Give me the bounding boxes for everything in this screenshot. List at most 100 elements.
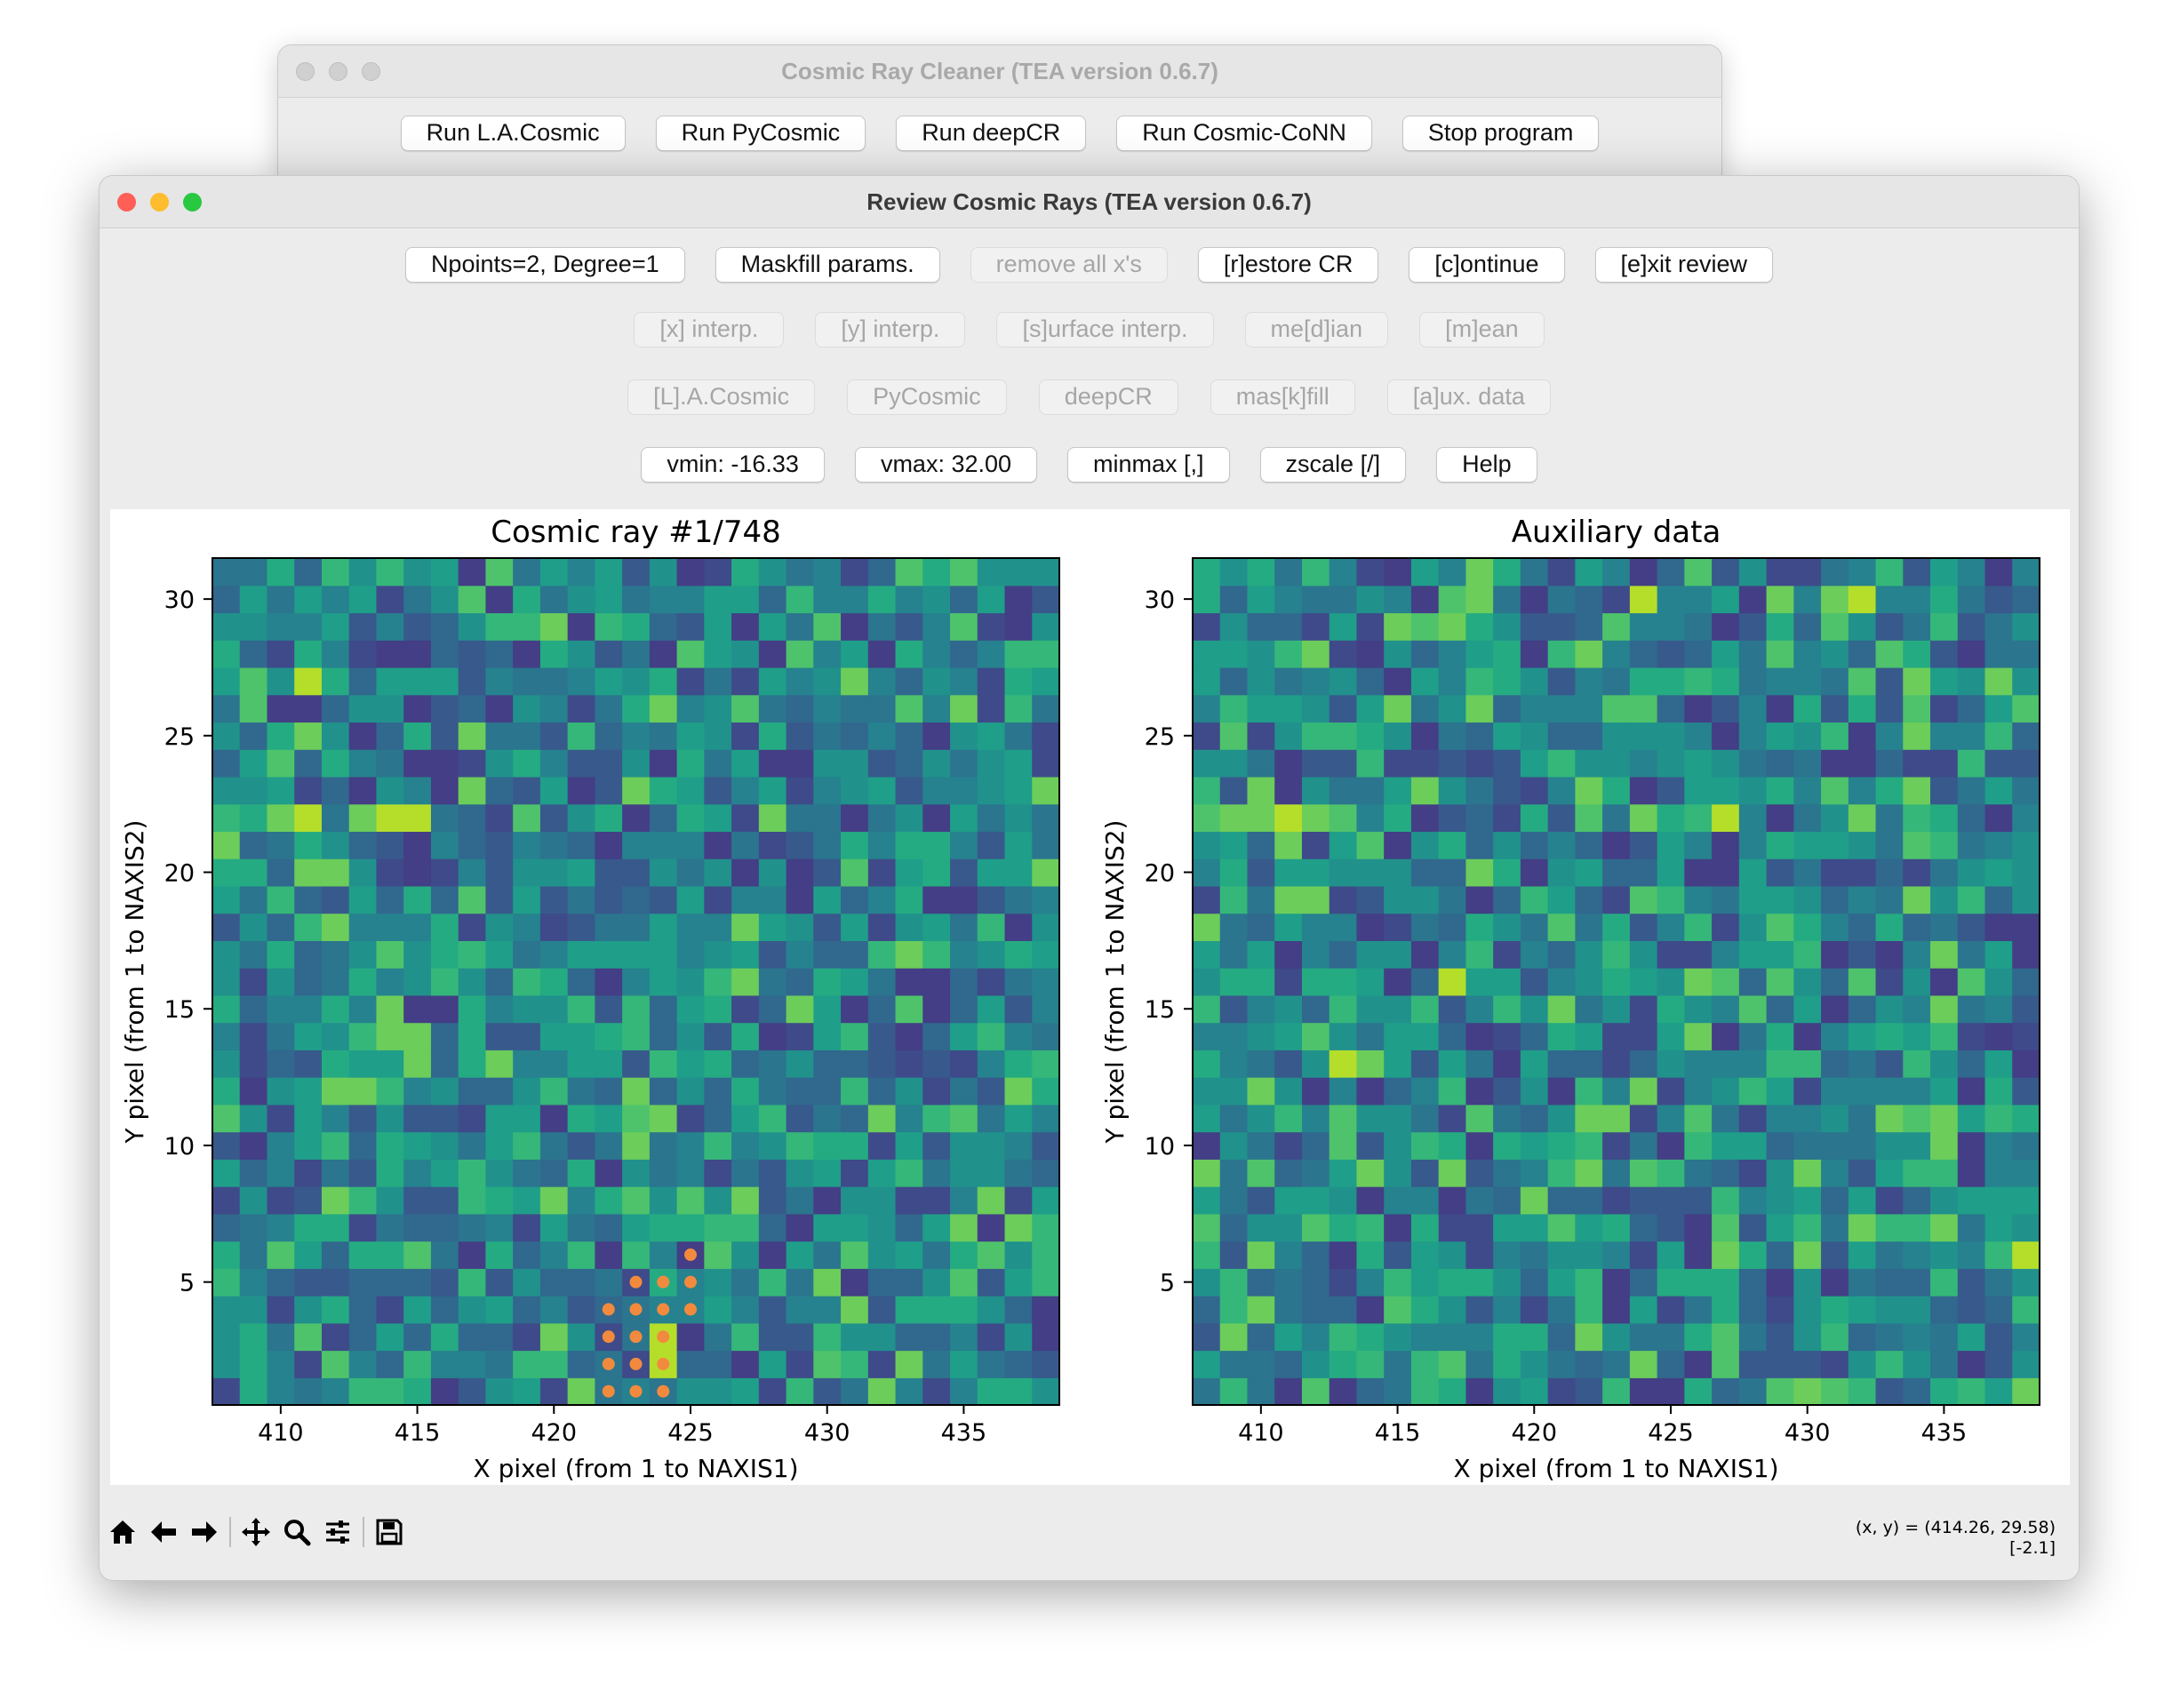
- heatmap-pixel: [376, 722, 404, 750]
- exit-review-button[interactable]: [e]xit review: [1594, 247, 1774, 283]
- run-lacosmic-button[interactable]: Run L.A.Cosmic: [400, 116, 626, 151]
- heatmap-pixel: [1684, 1241, 1713, 1269]
- heatmap-pixel: [1766, 1159, 1794, 1187]
- aux-data-button[interactable]: [a]ux. data: [1386, 379, 1551, 415]
- heatmap-pixel: [239, 1213, 268, 1242]
- cr-pixel-marker[interactable]: [683, 1248, 697, 1261]
- home-icon[interactable]: [107, 1516, 139, 1548]
- figure-canvas[interactable]: 410 415 420 425 430 435 5 10 15 20 25 30 Cosmic ray …: [110, 509, 2070, 1485]
- minmax-button[interactable]: minmax [,]: [1067, 447, 1230, 483]
- pan-icon[interactable]: [240, 1516, 272, 1548]
- heatmap-pixel: [758, 1159, 787, 1187]
- vmin-button[interactable]: vmin: -16.33: [641, 447, 825, 483]
- cr-pixel-marker[interactable]: [629, 1303, 643, 1316]
- stop-program-button[interactable]: Stop program: [1401, 116, 1600, 151]
- restore-cr-button[interactable]: [r]estore CR: [1197, 247, 1379, 283]
- heatmap-pixel: [1903, 1296, 1931, 1324]
- cr-pixel-marker[interactable]: [629, 1275, 643, 1289]
- cr-pixel-marker[interactable]: [657, 1275, 670, 1289]
- heatmap-pixel: [676, 776, 705, 805]
- cr-pixel-marker[interactable]: [683, 1303, 697, 1316]
- cr-pixel-marker[interactable]: [629, 1357, 643, 1370]
- heatmap-pixel: [895, 1377, 923, 1406]
- cr-pixel-marker[interactable]: [602, 1385, 615, 1398]
- cr-pixel-marker[interactable]: [657, 1357, 670, 1370]
- close-icon[interactable]: [296, 62, 315, 81]
- remove-all-xs-button[interactable]: remove all x's: [970, 247, 1168, 283]
- cr-pixel-marker[interactable]: [657, 1330, 670, 1344]
- heatmap-pixel: [1875, 1213, 1904, 1242]
- heatmap-pixel: [1848, 803, 1877, 833]
- minimize-icon[interactable]: [329, 62, 347, 81]
- npoints-degree-button[interactable]: Npoints=2, Degree=1: [404, 247, 685, 283]
- run-pycosmic-button[interactable]: Run PyCosmic: [655, 116, 866, 151]
- heatmap-pixel: [1821, 913, 1849, 941]
- heatmap-pixel: [430, 1296, 459, 1324]
- continue-button[interactable]: [c]ontinue: [1409, 247, 1565, 283]
- save-icon[interactable]: [373, 1516, 405, 1548]
- surface-interp-button[interactable]: [s]urface interp.: [996, 312, 1214, 347]
- close-icon[interactable]: [117, 193, 136, 212]
- cr-pixel-marker[interactable]: [602, 1330, 615, 1344]
- heatmap-pixel: [513, 585, 541, 614]
- heatmap-pixel: [867, 666, 897, 696]
- run-cosmic-conn-button[interactable]: Run Cosmic-CoNN: [1116, 116, 1372, 151]
- heatmap-pixel: [1329, 803, 1358, 833]
- heatmap-pixel: [1465, 612, 1494, 641]
- y-interp-button[interactable]: [y] interp.: [815, 312, 966, 347]
- vmax-button[interactable]: vmax: 32.00: [854, 447, 1038, 483]
- x-interp-button[interactable]: [x] interp.: [634, 312, 785, 347]
- heatmap-pixel: [595, 1104, 623, 1133]
- median-button[interactable]: me[d]ian: [1244, 312, 1389, 347]
- heatmap-pixel: [1984, 776, 2013, 805]
- maskfill-params-button[interactable]: Maskfill params.: [715, 247, 940, 283]
- configure-subplots-icon[interactable]: [322, 1516, 354, 1548]
- heatmap-pixel: [1438, 612, 1467, 641]
- heatmap-pixel: [1193, 722, 1221, 750]
- cr-pixel-marker[interactable]: [683, 1275, 697, 1289]
- cr-pixel-marker[interactable]: [657, 1303, 670, 1316]
- heatmap-pixel: [485, 858, 514, 887]
- heatmap-pixel: [977, 831, 1006, 859]
- cr-pixel-marker[interactable]: [657, 1385, 670, 1398]
- heatmap-pixel: [321, 1131, 350, 1160]
- heatmap-pixel: [2012, 1350, 2040, 1378]
- cr-pixel-marker[interactable]: [629, 1385, 643, 1398]
- heatmap-pixel: [649, 803, 678, 833]
- minimize-icon[interactable]: [150, 193, 169, 212]
- heatmap-pixel: [1329, 1350, 1358, 1378]
- forward-arrow-icon[interactable]: [188, 1516, 220, 1548]
- back-arrow-icon[interactable]: [148, 1516, 180, 1548]
- heatmap-pixel: [622, 749, 651, 778]
- heatmap-pixel: [786, 831, 814, 859]
- cr-pixel-marker[interactable]: [629, 1330, 643, 1344]
- mean-button[interactable]: [m]ean: [1419, 312, 1545, 347]
- front-window-titlebar[interactable]: Review Cosmic Rays (TEA version 0.6.7): [100, 176, 2079, 228]
- heatmap-pixel: [458, 1296, 487, 1324]
- heatmap-pixel: [704, 1241, 732, 1269]
- deepcr-button[interactable]: deepCR: [1038, 379, 1178, 415]
- heatmap-pixel: [2012, 776, 2040, 805]
- heatmap-pixel: [1629, 1322, 1658, 1352]
- heatmap-pixel: [1547, 1022, 1576, 1050]
- heatmap-pixel: [1821, 1268, 1849, 1297]
- zoom-window-icon[interactable]: [362, 62, 380, 81]
- heatmap-pixel: [1766, 1213, 1794, 1242]
- help-button[interactable]: Help: [1436, 447, 1537, 483]
- run-deepcr-button[interactable]: Run deepCR: [896, 116, 1087, 151]
- heatmap-pixel: [1356, 968, 1385, 996]
- pycosmic-button[interactable]: PyCosmic: [847, 379, 1007, 415]
- heatmap-pixel: [1657, 694, 1685, 723]
- fullscreen-icon[interactable]: [183, 193, 202, 212]
- zscale-button[interactable]: zscale [/]: [1259, 447, 1407, 483]
- back-window-titlebar[interactable]: Cosmic Ray Cleaner (TEA version 0.6.7): [278, 45, 1721, 98]
- cr-pixel-marker[interactable]: [602, 1303, 615, 1316]
- lacosmic-button[interactable]: [L].A.Cosmic: [627, 379, 816, 415]
- heatmap-pixel: [1193, 1131, 1221, 1160]
- maskfill-button[interactable]: mas[k]fill: [1210, 379, 1355, 415]
- zoom-icon[interactable]: [281, 1516, 313, 1548]
- cr-pixel-marker[interactable]: [602, 1357, 615, 1370]
- heatmap-pixel: [1602, 803, 1631, 833]
- heatmap-pixel: [977, 858, 1006, 887]
